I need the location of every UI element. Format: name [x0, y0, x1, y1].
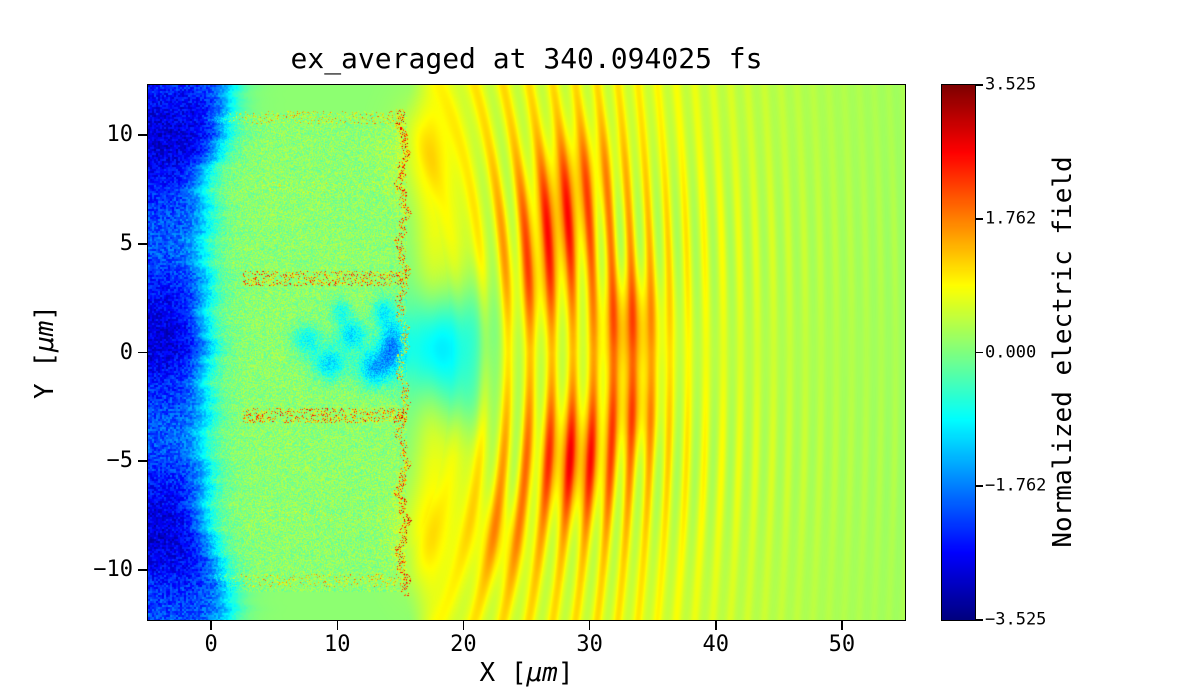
colorbar-label: Normalized electric field	[1048, 156, 1078, 548]
colorbar-tick-mark	[976, 351, 983, 354]
x-tick-label: 20	[450, 632, 477, 657]
y-axis-label: Y [μm]	[30, 305, 60, 399]
colorbar-tick-mark	[976, 218, 983, 220]
heatmap-frame	[147, 84, 906, 621]
x-tick-label: 50	[828, 632, 856, 657]
colorbar-tick-mark	[976, 619, 983, 621]
x-axis-label-pre: X [	[479, 658, 527, 688]
x-tick-mark	[210, 621, 212, 630]
x-tick-mark	[715, 621, 717, 630]
y-axis-unit: μm	[30, 320, 60, 352]
y-tick-mark	[138, 460, 147, 462]
x-axis-unit: μm	[526, 658, 558, 688]
colorbar-tick-mark	[976, 84, 983, 86]
y-axis-label-post: ]	[30, 305, 60, 321]
y-tick-label: 0	[119, 339, 133, 365]
colorbar-frame	[941, 84, 976, 621]
x-axis-label: X [μm]	[148, 658, 905, 688]
y-tick-mark	[138, 351, 147, 354]
x-tick-mark	[841, 621, 843, 630]
x-tick-mark	[336, 621, 338, 630]
x-tick-label: 40	[702, 632, 730, 657]
colorbar-tick-label: −1.762	[985, 475, 1047, 496]
y-tick-label: −5	[106, 448, 134, 474]
y-tick-mark	[138, 134, 147, 136]
colorbar-tick-label: 3.525	[985, 74, 1037, 95]
chart-title: ex_averaged at 340.094025 fs	[290, 42, 763, 75]
y-tick-mark	[138, 243, 147, 245]
x-tick-label: 10	[324, 632, 351, 657]
colorbar-gradient	[942, 85, 975, 620]
colorbar-tick-label: −3.525	[985, 609, 1047, 630]
y-tick-label: −10	[93, 556, 133, 582]
heatmap-image	[148, 85, 905, 620]
y-tick-label: 10	[106, 122, 134, 148]
x-tick-label: 0	[204, 632, 218, 657]
y-axis-label-pre: Y [	[30, 352, 60, 399]
y-tick-label: 5	[119, 230, 133, 256]
x-tick-label: 30	[576, 632, 603, 657]
colorbar-tick-label: 1.762	[985, 208, 1037, 229]
x-tick-mark	[462, 621, 465, 630]
colorbar-tick-mark	[976, 485, 983, 487]
x-axis-label-post: ]	[557, 658, 574, 688]
colorbar-tick-label: 0.000	[985, 342, 1037, 362]
y-tick-mark	[138, 569, 147, 571]
x-tick-mark	[588, 621, 591, 630]
